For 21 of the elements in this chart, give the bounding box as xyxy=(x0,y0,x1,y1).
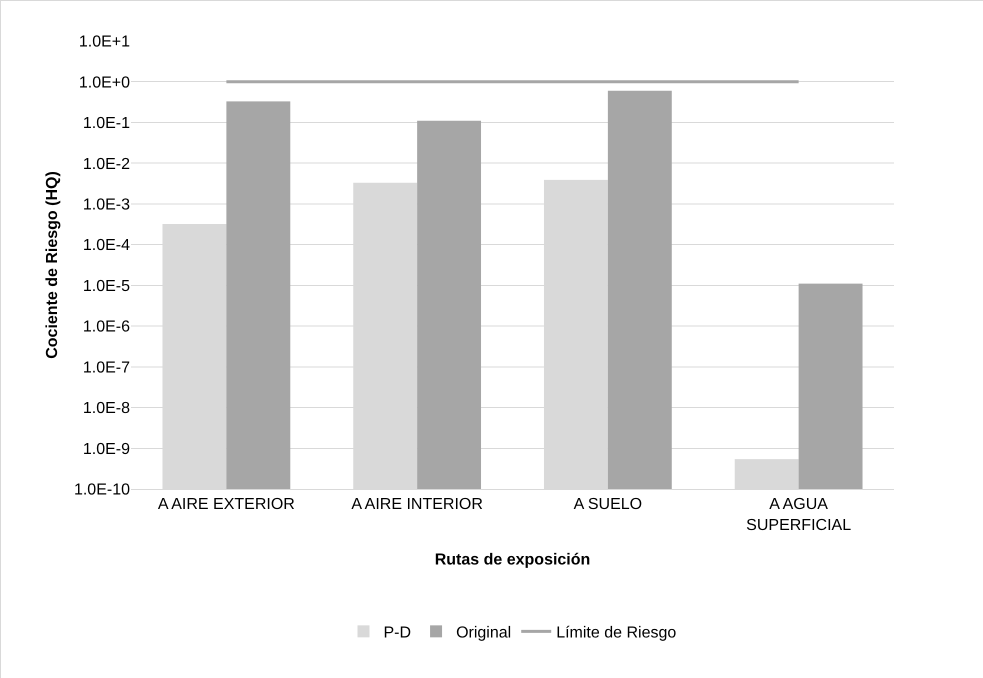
y-tick-label: 1.0E+1 xyxy=(78,34,130,51)
x-tick-label: A AIRE EXTERIOR xyxy=(158,496,295,514)
y-tick-label: 1.0E-3 xyxy=(82,196,130,214)
x-tick-label: A SUELO xyxy=(574,496,642,514)
legend-label: Límite de Riesgo xyxy=(556,624,676,642)
y-tick-label: 1.0E-5 xyxy=(82,278,130,295)
y-tick-label: 1.0E-4 xyxy=(82,237,130,254)
y-tick-label: 1.0E-8 xyxy=(82,400,130,418)
x-tick-label: A AGUA SUPERFICIAL xyxy=(746,496,852,534)
x-axis-title: Rutas de exposición xyxy=(434,552,590,569)
x-tick-label: A AIRE INTERIOR xyxy=(351,496,483,514)
y-tick-label: 1.0E-7 xyxy=(82,359,130,376)
y-tick-label: 1.0E-6 xyxy=(82,318,130,336)
y-tick-label: 1.0E-2 xyxy=(82,156,130,173)
y-tick-label: 1.0E-1 xyxy=(82,115,130,132)
y-axis-title: Cociente de Riesgo (HQ) xyxy=(44,171,61,359)
legend-label: P-D xyxy=(384,624,412,642)
legend-label: Original xyxy=(456,624,512,642)
y-tick-label: 1.0E-9 xyxy=(82,440,130,458)
y-tick-label: 1.0E-10 xyxy=(74,482,130,499)
y-tick-label: 1.0E+0 xyxy=(78,74,130,92)
